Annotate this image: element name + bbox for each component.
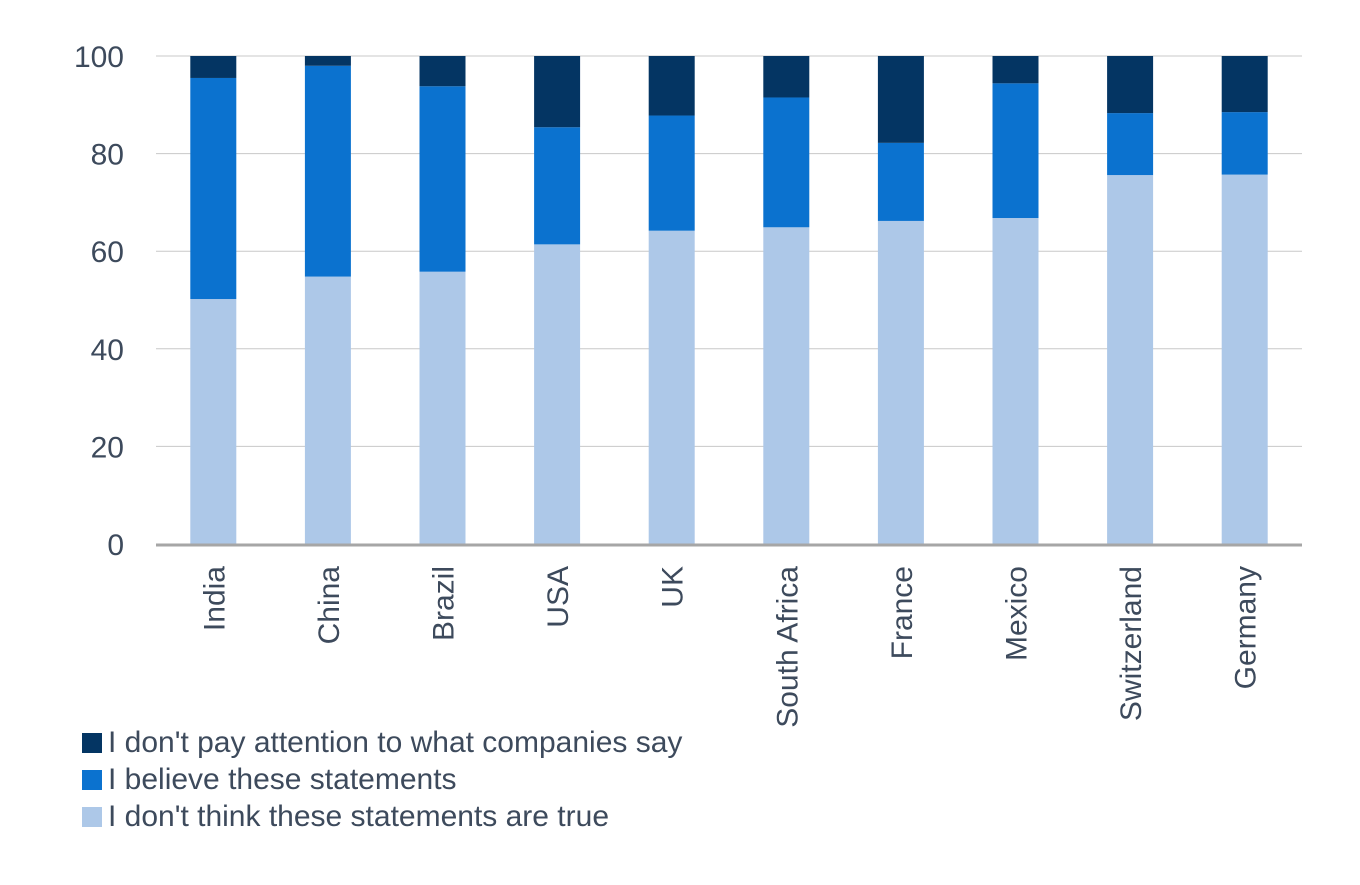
bars [190, 56, 1268, 545]
legend-swatch [82, 769, 102, 790]
bar-segment [1107, 113, 1154, 176]
bar-segment [304, 65, 351, 277]
x-tick-label: USA [542, 566, 575, 628]
bar-segment [1221, 174, 1268, 545]
bar-segment [1221, 56, 1268, 113]
bar-segment [419, 271, 466, 544]
legend-swatch [82, 806, 102, 827]
y-tick-label: 40 [91, 334, 124, 367]
bar-segment [419, 56, 466, 87]
y-tick-label: 0 [107, 529, 124, 562]
bar-segment [648, 56, 695, 116]
bar-segment [534, 244, 581, 545]
bar-segment [304, 56, 351, 66]
bar-segment [992, 83, 1039, 219]
x-tick-label: Brazil [428, 566, 461, 641]
bar-segment [190, 299, 237, 544]
bar-segment [1107, 56, 1154, 114]
x-tick-label: UK [657, 566, 690, 608]
bar-segment [1107, 175, 1154, 544]
x-tick-label: Mexico [1001, 566, 1034, 661]
bar-segment [877, 56, 924, 143]
bar-segment [648, 115, 695, 231]
legend-item-no-attention: I don't pay attention to what companies … [82, 724, 682, 761]
legend-label: I believe these statements [108, 762, 457, 796]
x-axis-ticks: India China Brazil USA UK South Africa France M… [198, 566, 1262, 728]
x-tick-label: India [198, 566, 231, 631]
bar-segment [763, 227, 810, 544]
y-tick-label: 100 [74, 41, 124, 74]
bar-segment [763, 56, 810, 98]
bar-segment [648, 230, 695, 545]
bar-segment [877, 142, 924, 221]
bar-segment [304, 276, 351, 544]
x-tick-label: China [313, 566, 346, 645]
y-tick-label: 20 [91, 431, 124, 464]
legend-label: I don't think these statements are true [108, 799, 610, 833]
bar-segment [763, 97, 810, 228]
legend-item-believe: I believe these statements [82, 761, 682, 798]
bar-segment [190, 56, 237, 78]
bar-segment [992, 218, 1039, 545]
bar-segment [419, 86, 466, 272]
bar-segment [534, 56, 581, 128]
x-tick-label: Germany [1230, 566, 1263, 689]
bar-segment [992, 56, 1039, 84]
y-tick-label: 80 [91, 139, 124, 172]
bar-segment [1221, 112, 1268, 175]
x-tick-label: South Africa [771, 566, 804, 728]
legend-label: I don't pay attention to what companies … [108, 725, 683, 759]
bar-segment [190, 77, 237, 300]
legend-swatch [82, 732, 102, 753]
bar-segment [534, 127, 581, 245]
x-tick-label: France [886, 566, 919, 659]
y-tick-label: 60 [91, 236, 124, 269]
legend: I don't pay attention to what companies … [82, 724, 682, 835]
legend-item-not-true: I don't think these statements are true [82, 798, 682, 835]
y-axis-ticks: 0 20 40 60 80 100 [74, 41, 124, 562]
x-tick-label: Switzerland [1115, 566, 1148, 721]
bar-segment [877, 220, 924, 544]
